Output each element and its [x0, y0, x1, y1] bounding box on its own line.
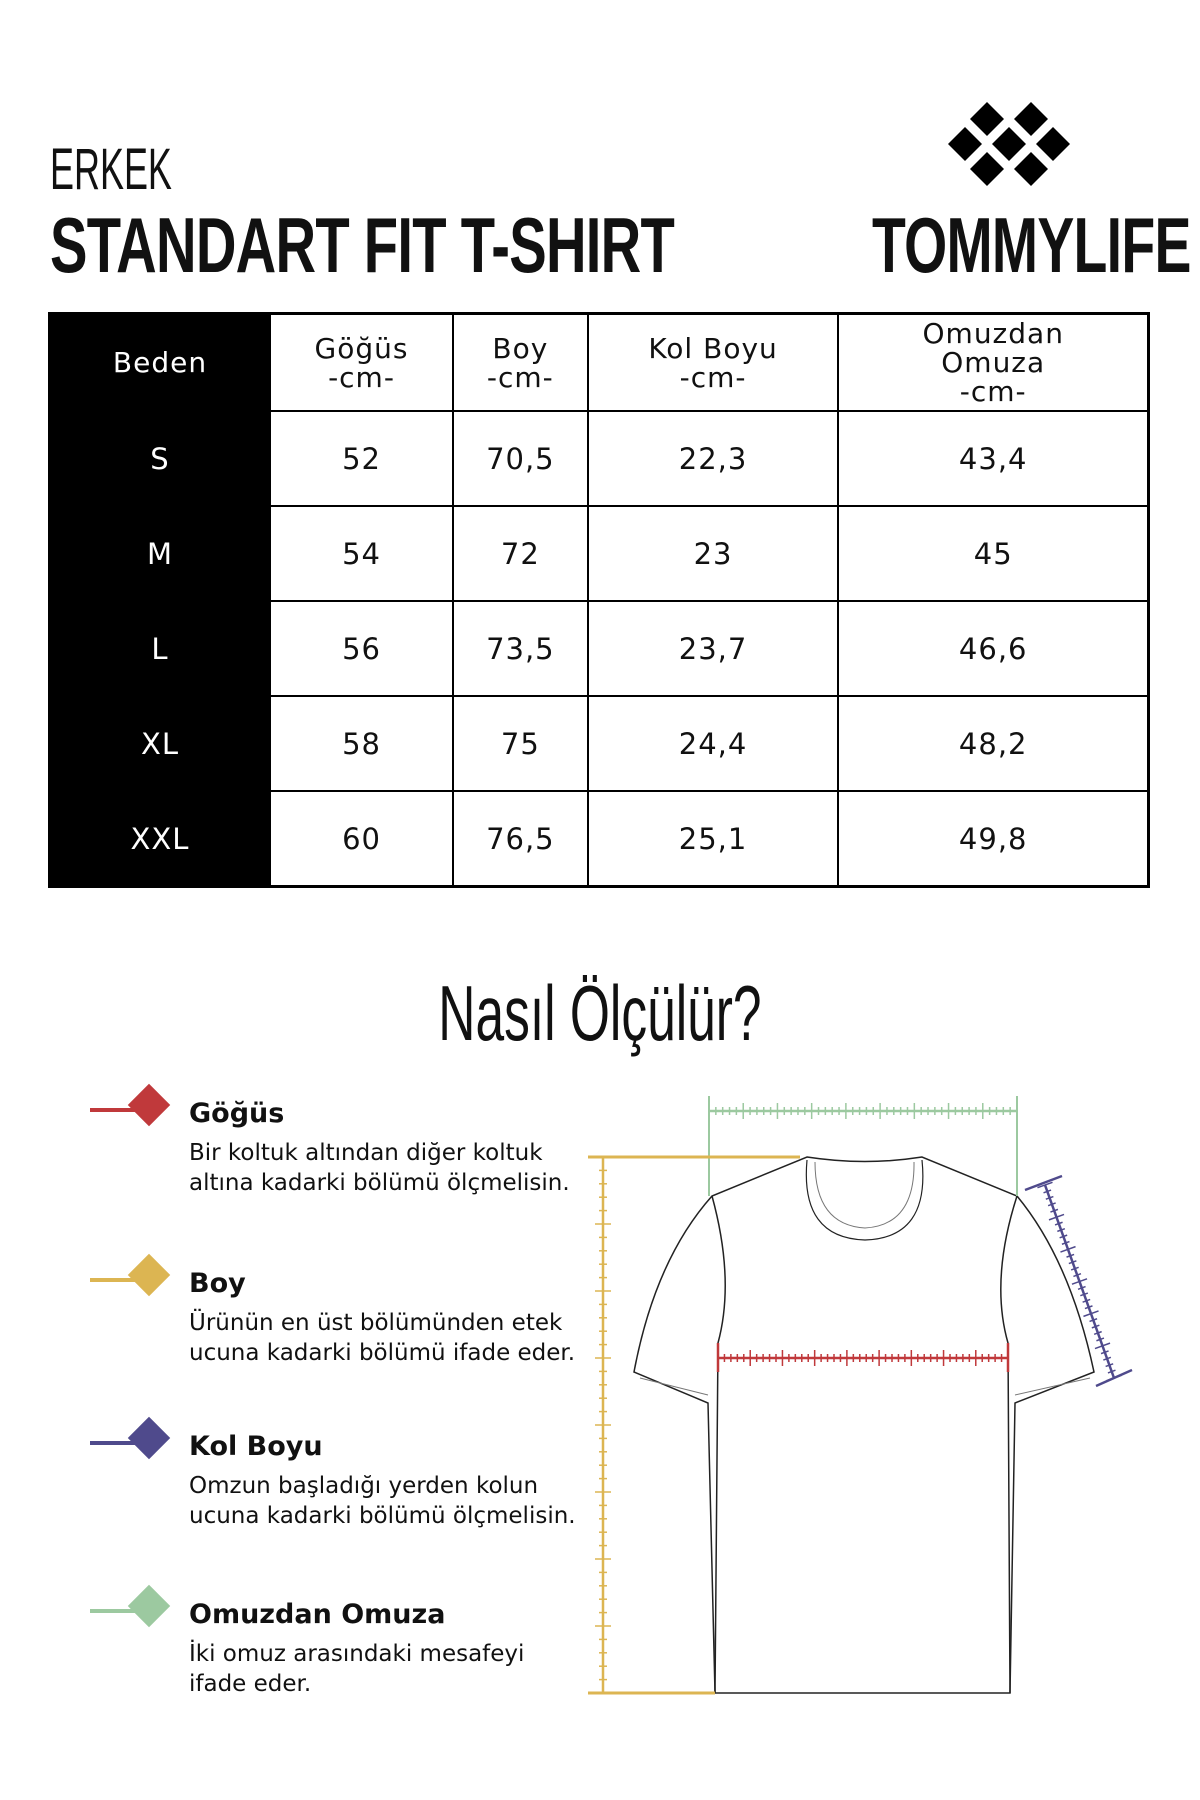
sleeve-ruler-tick — [1096, 1337, 1105, 1342]
table-row: XXL 60 76,5 25,1 49,8 — [48, 790, 1150, 888]
sleeve-ruler-tick — [1082, 1298, 1091, 1303]
measure-cell: 46,6 — [837, 600, 1150, 697]
measure-cell: 22,3 — [586, 410, 840, 507]
sleeve-ruler-tick — [1107, 1369, 1116, 1374]
legend-description: Bir koltuk altından diğer koltuk altına … — [189, 1140, 570, 1196]
sleeve-ruler-tick — [1047, 1202, 1056, 1207]
measure-cell: 43,4 — [837, 410, 1150, 507]
measure-cell: 49,8 — [837, 790, 1150, 888]
measure-cell: 52 — [268, 410, 455, 507]
brand-name: TOMMYLIFE — [872, 201, 1191, 289]
measure-cell: 24,4 — [586, 695, 840, 792]
sleeve-ruler-tick — [1083, 1310, 1099, 1318]
diamond-icon — [127, 1584, 171, 1628]
legend-description: İki omuz arasındaki mesafeyi ifade eder. — [189, 1641, 525, 1697]
sleeve-ruler-tick — [1059, 1234, 1068, 1239]
sleeve-ruler-tick — [1103, 1356, 1112, 1361]
diamond-icon — [127, 1083, 171, 1127]
header-omuzdan-omuza: Omuzdan Omuza -cm- — [837, 312, 1150, 412]
measure-cell: 25,1 — [586, 790, 840, 888]
diamond-icon — [127, 1253, 171, 1297]
sleeve-ruler-tick — [1077, 1285, 1086, 1290]
legend-line — [90, 1108, 140, 1112]
legend-line — [90, 1278, 140, 1282]
sleeve-ruler — [1043, 1184, 1116, 1379]
measure-cell: 23,7 — [586, 600, 840, 697]
sleeve-ruler-tick — [1080, 1292, 1089, 1297]
diamond-icon — [127, 1416, 171, 1460]
measure-cell: 75 — [452, 695, 589, 792]
sleeve-ruler-tick — [1106, 1374, 1122, 1382]
size-cell: L — [48, 600, 271, 697]
size-cell: M — [48, 505, 271, 602]
measure-cell: 73,5 — [452, 600, 589, 697]
tshirt-outline — [633, 1156, 1095, 1694]
table-row: M 54 72 23 45 — [48, 505, 1150, 602]
size-table: Beden Göğüs -cm- Boy -cm- Kol Boyu -cm- Omu… — [48, 312, 1150, 888]
measure-cell: 23 — [586, 505, 840, 602]
sleeve-ruler-tick — [1060, 1245, 1076, 1253]
sleeve-ruler-tick — [1037, 1181, 1053, 1189]
sleeve-ruler-tick — [1089, 1318, 1098, 1323]
size-cell: XXL — [48, 790, 271, 888]
table-row: L 56 73,5 23,7 46,6 — [48, 600, 1150, 697]
measure-cell: 54 — [268, 505, 455, 602]
sleeve-ruler-tick — [1048, 1213, 1065, 1221]
sleeve-ruler-tick — [1105, 1363, 1114, 1368]
sleeve-ruler-tick — [1091, 1324, 1100, 1329]
sleeve-ruler-tick — [1100, 1350, 1109, 1355]
legend-description: Ürünün en üst bölümünden etek ucuna kada… — [189, 1310, 576, 1366]
sleeve-ruler-tick — [1066, 1253, 1075, 1258]
header-boy: Boy -cm- — [452, 312, 589, 412]
sleeve-ruler-tick — [1070, 1266, 1079, 1271]
table-row: XL 58 75 24,4 48,2 — [48, 695, 1150, 792]
legend-description: Omzun başladığı yerden kolun ucuna kadar… — [189, 1473, 576, 1529]
sleeve-guide — [1095, 1368, 1133, 1388]
measure-cell: 58 — [268, 695, 455, 792]
legend-title: Göğüs — [189, 1098, 285, 1129]
legend-title: Boy — [189, 1268, 246, 1299]
header-beden: Beden — [48, 312, 271, 412]
subtitle: ERKEK — [50, 137, 172, 202]
table-row: S 52 70,5 22,3 43,4 — [48, 410, 1150, 507]
sleeve-ruler-tick — [1057, 1227, 1066, 1233]
sleeve-ruler-tick — [1071, 1278, 1088, 1285]
sleeve-ruler-tick — [1045, 1195, 1054, 1200]
sleeve-ruler-tick — [1054, 1221, 1063, 1226]
sleeve-ruler-tick — [1094, 1342, 1111, 1350]
legend-title: Kol Boyu — [189, 1431, 323, 1462]
legend-title: Omuzdan Omuza — [189, 1599, 446, 1630]
legend-line — [90, 1609, 140, 1613]
measure-cell: 45 — [837, 505, 1150, 602]
measure-cell: 56 — [268, 600, 455, 697]
sleeve-ruler-tick — [1068, 1260, 1077, 1265]
sleeve-ruler-tick — [1073, 1273, 1082, 1278]
measure-cell: 72 — [452, 505, 589, 602]
table-header-row: Beden Göğüs -cm- Boy -cm- Kol Boyu -cm- Omu… — [48, 312, 1150, 412]
brand-logo-icon — [948, 102, 1070, 186]
page-title: STANDART FIT T-SHIRT — [50, 201, 675, 289]
sleeve-ruler-tick — [1061, 1240, 1070, 1245]
header-gogus: Göğüs -cm- — [268, 312, 455, 412]
measure-cell: 76,5 — [452, 790, 589, 888]
measure-cell: 70,5 — [452, 410, 589, 507]
measure-cell: 60 — [268, 790, 455, 888]
sleeve-ruler-tick — [1093, 1330, 1102, 1336]
legend-line — [90, 1441, 140, 1445]
sleeve-ruler-tick — [1084, 1305, 1093, 1310]
sleeve-ruler-tick — [1050, 1208, 1059, 1213]
sleeve-guide — [1024, 1174, 1063, 1192]
header-kol-boyu: Kol Boyu -cm- — [586, 312, 840, 412]
size-cell: S — [48, 410, 271, 507]
measure-cell: 48,2 — [837, 695, 1150, 792]
sleeve-ruler-tick — [1043, 1189, 1052, 1194]
size-cell: XL — [48, 695, 271, 792]
how-to-measure-title: Nasıl Ölçülür? — [438, 969, 762, 1057]
